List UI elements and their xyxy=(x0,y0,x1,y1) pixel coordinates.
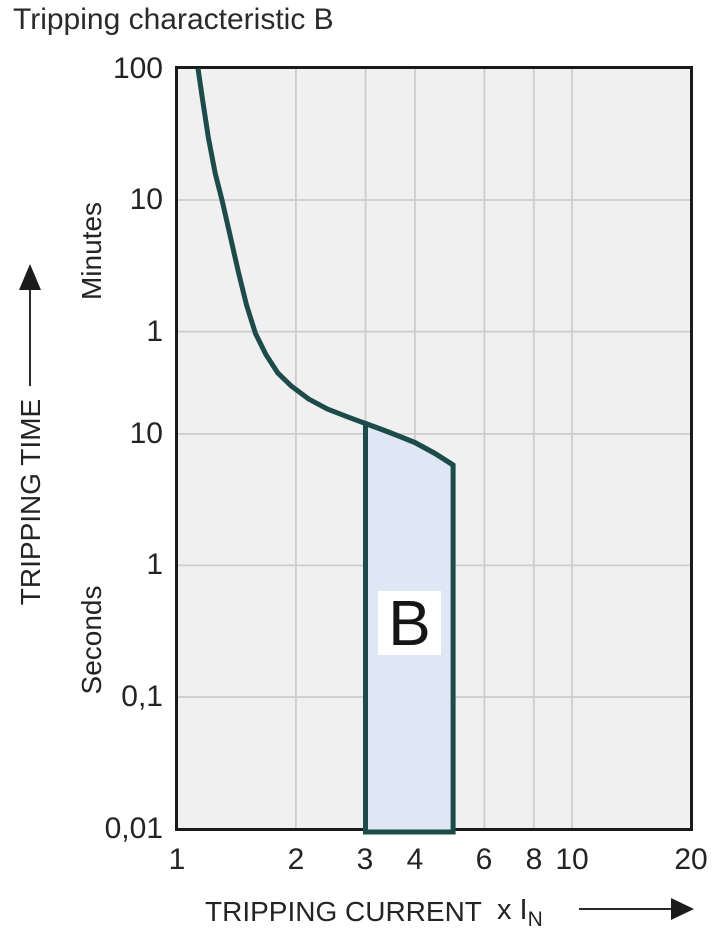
y-tick-label: 0,01 xyxy=(104,812,163,845)
x-tick-label: 10 xyxy=(555,843,589,876)
x-axis-multiplier-prefix: x I xyxy=(497,894,528,926)
region-label: B xyxy=(388,587,431,659)
y-tick-label: 100 xyxy=(112,52,163,85)
y-tick-label: 1 xyxy=(146,548,163,581)
x-axis-multiplier: x IN xyxy=(497,893,543,930)
y-tick-label: 10 xyxy=(129,183,163,216)
x-tick-label: 2 xyxy=(287,843,305,876)
region-label-box: B xyxy=(378,587,441,659)
y-tick-label: 0,1 xyxy=(121,680,163,713)
right-arrow-icon xyxy=(579,898,694,920)
page-title: Tripping characteristic B xyxy=(13,3,334,36)
x-axis-multiplier-subscript: N xyxy=(527,907,543,931)
y-axis-unit-seconds: Seconds xyxy=(76,585,107,695)
x-tick-label: 3 xyxy=(356,843,374,876)
x-tick-label: 20 xyxy=(674,843,708,876)
tripping-curve xyxy=(195,68,455,468)
x-axis-title: TRIPPING CURRENT xyxy=(205,896,482,927)
y-axis-unit-minutes: Minutes xyxy=(76,201,107,301)
x-tick-label: 8 xyxy=(525,843,543,876)
y-tick-label: 10 xyxy=(129,417,163,450)
x-tick-label: 4 xyxy=(406,843,424,876)
up-arrow-icon xyxy=(19,264,41,386)
y-tick-label: 1 xyxy=(146,315,163,348)
x-tick-label: 1 xyxy=(168,843,186,876)
y-axis-title: TRIPPING TIME xyxy=(15,398,46,606)
x-tick-label: 6 xyxy=(475,843,493,876)
